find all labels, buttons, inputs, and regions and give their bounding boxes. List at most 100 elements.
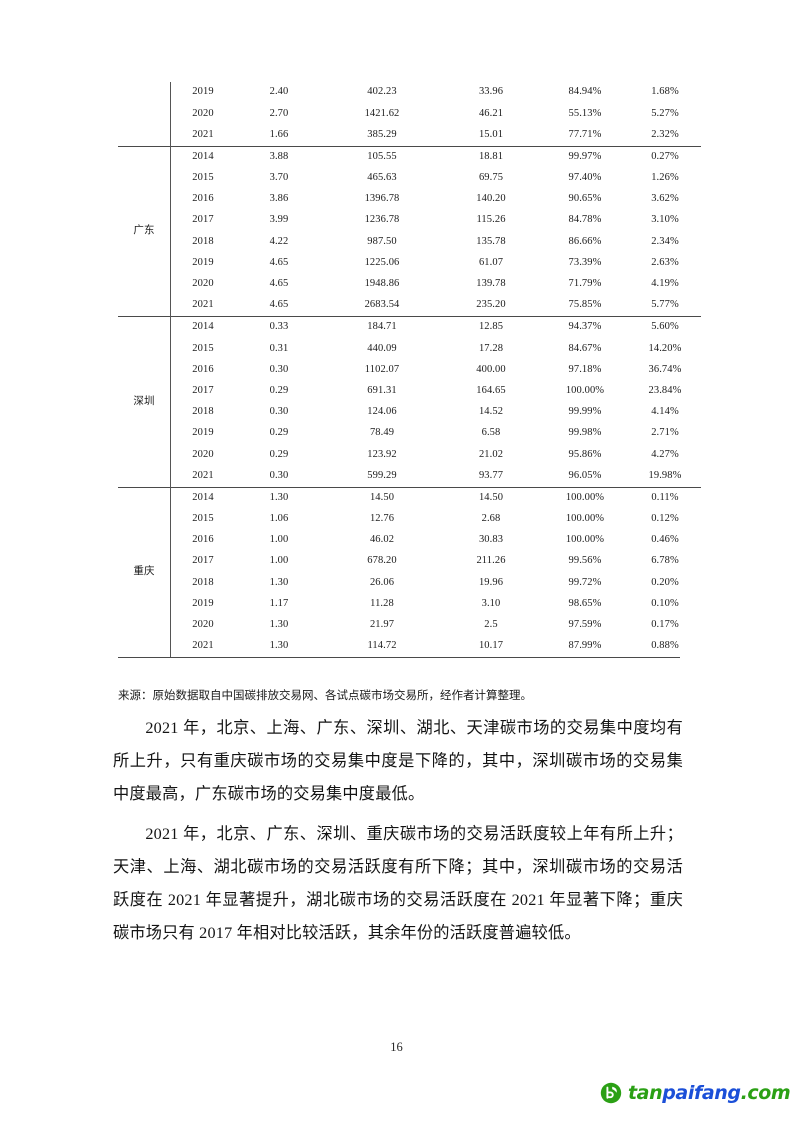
table-cell-pct_activity: 2.63%: [651, 256, 679, 268]
table-cell-pct_top: 73.39%: [568, 256, 602, 268]
table-cell-pct_activity: 1.26%: [651, 172, 679, 184]
table-row: 2021 4.65 2683.54 235.20 75.85% 5.77%: [118, 295, 701, 317]
table-cell-amount: 30.83: [478, 534, 504, 546]
table-cell-year: 2014: [170, 145, 235, 168]
table-cell-pct_activity: 3.10%: [651, 214, 679, 226]
table-cell-pct_top: 55.13%: [568, 107, 602, 119]
tanpaifang-logo[interactable]: tanpaifang.com: [600, 1081, 791, 1104]
table-cell-pct_activity: 3.62%: [651, 193, 679, 205]
table-cell-concentration: 4.65: [269, 278, 289, 290]
table-cell-pct_activity: 0.27%: [629, 145, 701, 168]
table-cell-volume: 1236.78: [364, 214, 400, 226]
table-cell-concentration: 0.29: [269, 384, 289, 396]
table-cell-amount: 93.77: [478, 469, 504, 481]
table-cell-year: 2020: [192, 278, 214, 290]
table-cell-year: 2021: [192, 128, 214, 140]
table-cell-year: 2015: [192, 172, 214, 184]
table-cell-pct_activity: 19.98%: [648, 469, 682, 481]
table-cell-concentration: 3.88: [235, 145, 323, 168]
table-cell-pct_activity: 0.46%: [651, 534, 679, 546]
table-cell-concentration: 2.40: [269, 86, 289, 98]
table-cell-year: 2017: [192, 555, 214, 567]
table-cell-pct_top: 100.00%: [565, 513, 605, 525]
table-cell-pct_top: 84.94%: [568, 86, 602, 98]
table-cell-pct_top: 86.66%: [568, 235, 602, 247]
table-cell-volume: 465.63: [367, 172, 397, 184]
table-cell-volume: 1396.78: [364, 193, 400, 205]
table-cell-pct_activity: 2.32%: [651, 128, 679, 140]
table-cell-pct_top: 71.79%: [568, 278, 602, 290]
table-cell-amount: 115.26: [476, 214, 506, 226]
table-cell-amount: 69.75: [478, 172, 504, 184]
table-cell-pct_top: 97.40%: [568, 172, 602, 184]
table-cell-pct_top: 99.56%: [568, 555, 602, 567]
table-cell-amount: 15.01: [478, 128, 504, 140]
table-cell-volume: 14.50: [323, 486, 441, 509]
table-cell-amount: 14.50: [441, 486, 541, 509]
table-row: 2015 0.31 440.09 17.28 84.67% 14.20%: [118, 338, 701, 359]
table-cell-concentration: 1.30: [269, 576, 289, 588]
table-source-note: 来源：原始数据取自中国碳排放交易网、各试点碳市场交易所，经作者计算整理。: [118, 690, 532, 702]
table-cell-year: 2021: [192, 640, 214, 652]
table-cell-pct_activity: 36.74%: [648, 363, 682, 375]
table-cell-pct_top: 77.71%: [568, 128, 602, 140]
table-cell-amount: 10.17: [478, 640, 504, 652]
page-number: 16: [390, 1040, 403, 1054]
table-cell-amount: 21.02: [478, 448, 504, 460]
table-cell-year: 2020: [192, 107, 214, 119]
table-region-label: 广东: [118, 145, 171, 317]
table-cell-pct_top: 97.18%: [568, 363, 602, 375]
table-cell-concentration: 3.99: [269, 214, 289, 226]
table-cell-pct_top: 84.78%: [568, 214, 602, 226]
table-cell-concentration: 1.30: [235, 486, 323, 509]
table-cell-pct_top: 75.85%: [568, 299, 602, 311]
logo-wordmark: tanpaifang.com: [628, 1081, 791, 1104]
body-paragraph-1: 2021 年，北京、上海、广东、深圳、湖北、天津碳市场的交易集中度均有所上升，只…: [113, 719, 683, 804]
table-row: 2017 3.99 1236.78 115.26 84.78% 3.10%: [118, 210, 701, 231]
table-cell-amount: 400.00: [476, 363, 506, 375]
table-cell-year: 2016: [192, 534, 214, 546]
table-row: 2016 3.86 1396.78 140.20 90.65% 3.62%: [118, 189, 701, 210]
table-cell-amount: 17.28: [478, 342, 504, 354]
table-row: 2020 0.29 123.92 21.02 95.86% 4.27%: [118, 444, 701, 465]
table-cell-amount: 19.96: [478, 576, 504, 588]
table-cell-volume: 12.76: [369, 513, 395, 525]
table-cell-pct_activity: 2.71%: [651, 427, 679, 439]
logo-text-dotcom: .com: [740, 1081, 791, 1104]
table-cell-pct_activity: 1.68%: [651, 86, 679, 98]
table-cell-amount: 61.07: [478, 256, 504, 268]
table-cell-volume: 691.31: [367, 384, 397, 396]
table-cell-year: 2020: [192, 619, 214, 631]
table-region-blank: [118, 82, 171, 147]
table-cell-volume: 26.06: [369, 576, 395, 588]
table-cell-year: 2020: [192, 448, 214, 460]
table-cell-year: 2015: [192, 513, 214, 525]
table-row: 2015 1.06 12.76 2.68 100.00% 0.12%: [118, 509, 701, 530]
table-cell-year: 2021: [192, 469, 214, 481]
table-cell-concentration: 4.22: [269, 235, 289, 247]
table-cell-concentration: 4.65: [269, 299, 289, 311]
table-cell-pct_top: 100.00%: [541, 486, 629, 509]
table-cell-amount: 139.78: [476, 278, 506, 290]
table-cell-volume: 46.02: [369, 534, 395, 546]
table-cell-year: 2014: [170, 316, 235, 339]
table-cell-volume: 1421.62: [364, 107, 400, 119]
table-cell-pct_top: 99.97%: [541, 145, 629, 168]
table-cell-concentration: 0.33: [235, 316, 323, 339]
table-cell-concentration: 0.29: [269, 427, 289, 439]
table-row: 2018 1.30 26.06 19.96 99.72% 0.20%: [118, 572, 701, 593]
table-cell-year: 2018: [192, 406, 214, 418]
table-row: 2021 1.30 114.72 10.17 87.99% 0.88%: [118, 636, 701, 657]
table-cell-year: 2019: [192, 256, 214, 268]
table-cell-year: 2017: [192, 384, 214, 396]
table-cell-year: 2018: [192, 235, 214, 247]
table-cell-concentration: 0.30: [269, 406, 289, 418]
table-cell-pct_activity: 0.20%: [651, 576, 679, 588]
table-cell-concentration: 2.70: [269, 107, 289, 119]
carbon-market-table-container: 2019 2.40 402.23 33.96 84.94% 1.68% 2020 2.70 14…: [118, 82, 701, 659]
body-text-container: 2021 年，北京、上海、广东、深圳、湖北、天津碳市场的交易集中度均有所上升，只…: [113, 712, 683, 956]
table-cell-concentration: 3.86: [269, 193, 289, 205]
table-cell-year: 2017: [192, 214, 214, 226]
table-cell-volume: 11.28: [370, 597, 394, 609]
table-cell-year: 2014: [170, 486, 235, 509]
